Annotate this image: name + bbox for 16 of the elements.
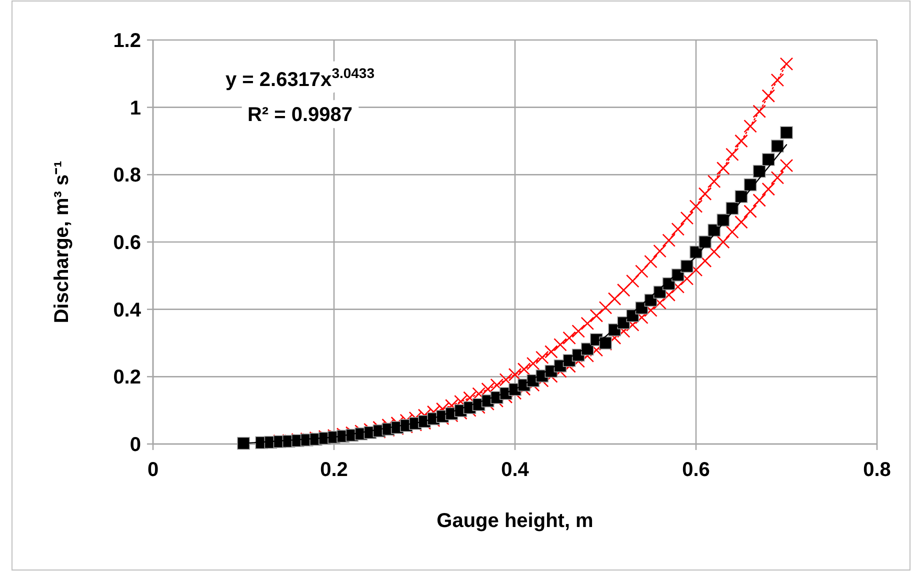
y-tick-label: 1.2 bbox=[113, 30, 141, 52]
x-tick-label: 0.8 bbox=[863, 459, 891, 481]
x-tick-label: 0.6 bbox=[682, 459, 710, 481]
x-tick-label: 0.2 bbox=[320, 459, 348, 481]
y-tick-label: 1 bbox=[130, 97, 141, 120]
y-tick-label: 0.4 bbox=[113, 299, 142, 322]
y-tick-label: 0 bbox=[130, 434, 141, 456]
y-tick-label: 0.6 bbox=[113, 232, 141, 254]
annotation: y = 2.6317x$^{3.0433}$ bbox=[225, 65, 375, 91]
y-tick-label: 0.2 bbox=[113, 366, 141, 389]
x-tick-label: 0.4 bbox=[501, 459, 530, 481]
y-axis-title: Discharge, m³ s⁻¹ bbox=[51, 160, 73, 324]
y-tick-label: 0.8 bbox=[113, 164, 141, 187]
x-tick-label: 0 bbox=[147, 459, 159, 481]
annotation: R² = 0.9987 bbox=[247, 104, 353, 126]
x-axis-title: Gauge height, m bbox=[436, 510, 594, 532]
